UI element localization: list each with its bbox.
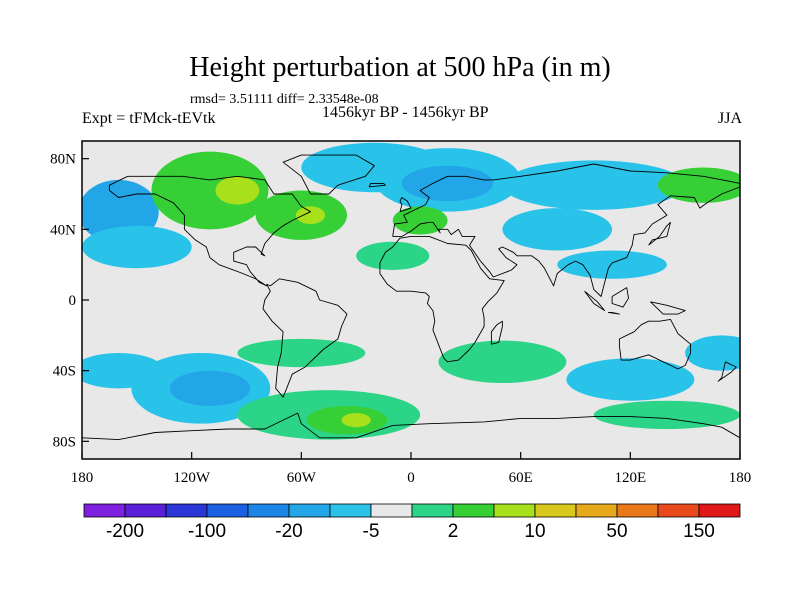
- coastlines: [82, 154, 740, 441]
- coastline: [399, 197, 412, 213]
- contour-region: [215, 176, 260, 205]
- colorbar-swatch: [452, 503, 495, 518]
- coastline: [650, 301, 686, 315]
- colorbar-swatch: [657, 503, 700, 518]
- chart-title: Height perturbation at 500 hPa (in m): [189, 52, 611, 83]
- colorbar-swatch: [206, 503, 249, 518]
- colorbar-label: 150: [683, 521, 715, 542]
- x-tick-label: 60W: [287, 470, 317, 486]
- colorbar-swatch: [575, 503, 618, 518]
- colorbar-swatch: [370, 503, 413, 518]
- contour-region: [169, 370, 251, 407]
- y-tick-label: 40N: [50, 222, 76, 238]
- contour-region: [685, 335, 740, 371]
- coastline: [607, 311, 620, 315]
- coastline: [618, 318, 692, 370]
- colorbar-swatch: [616, 503, 659, 518]
- y-tick-label: 0: [69, 293, 77, 309]
- colorbar-swatch: [124, 503, 167, 518]
- contour-region: [341, 413, 371, 428]
- colorbar-label: -20: [275, 521, 302, 542]
- colorbar-label: -200: [106, 521, 144, 542]
- contour-region: [295, 206, 326, 225]
- colorbar-swatch: [288, 503, 331, 518]
- x-tick-label: 120W: [173, 470, 211, 486]
- colorbar-swatch: [329, 503, 372, 518]
- coastline: [490, 320, 503, 345]
- coastline: [108, 175, 311, 287]
- period-label: 1456kyr BP - 1456kyr BP: [322, 104, 489, 121]
- colorbar-swatch: [534, 503, 577, 518]
- coastline: [379, 235, 505, 363]
- coastline: [262, 278, 348, 398]
- contour-region: [502, 160, 686, 210]
- contour-region: [237, 338, 366, 368]
- contour-region: [502, 208, 613, 251]
- y-tick-label: 40S: [53, 364, 76, 380]
- contour-region: [566, 358, 695, 401]
- coastline: [392, 163, 740, 237]
- contour-region: [657, 167, 740, 203]
- colorbar-label: -100: [188, 521, 226, 542]
- colorbar-label: -5: [363, 521, 380, 542]
- colorbar-label: 50: [606, 521, 627, 542]
- colorbar: -200 -100 -20 -5 2 10 50 150: [83, 503, 741, 542]
- coastline: [584, 290, 606, 312]
- colorbar-swatch: [411, 503, 454, 518]
- contour-region: [82, 225, 192, 269]
- x-tick-label: 60E: [509, 470, 533, 486]
- contour-region: [557, 250, 667, 279]
- colorbar-swatch: [83, 503, 126, 518]
- x-tick-label: 0: [407, 470, 415, 486]
- coastline: [282, 154, 375, 195]
- colorbar-label: 2: [448, 521, 459, 542]
- stats-line: rmsd= 3.51111 diff= 2.33548e-08: [190, 92, 379, 107]
- contour-fills: [82, 142, 740, 440]
- contour-region: [356, 241, 430, 270]
- experiment-label: Expt = tFMck-tEVtk: [82, 110, 216, 127]
- y-tick-label: 80N: [50, 152, 76, 168]
- colorbar-swatch: [698, 503, 741, 518]
- colorbar-label: 10: [524, 521, 545, 542]
- contour-region: [593, 400, 740, 429]
- contour-region: [151, 151, 269, 230]
- coastline: [82, 412, 740, 441]
- axes: 180 120W 60W 0 60E 120E 180 80N 40N 0 40S 80S: [50, 152, 751, 486]
- season-label: JJA: [717, 110, 742, 127]
- x-tick-label: 180: [729, 470, 752, 486]
- colorbar-swatch: [493, 503, 536, 518]
- coastline: [392, 186, 740, 297]
- coastline: [648, 221, 671, 246]
- contour-region: [401, 165, 494, 202]
- y-tick-label: 80S: [53, 434, 76, 450]
- coastline: [368, 182, 386, 188]
- coastline: [717, 361, 737, 382]
- x-tick-label: 120E: [614, 470, 646, 486]
- x-tick-label: 180: [71, 470, 94, 486]
- coastline: [611, 287, 629, 308]
- colorbar-swatch: [165, 503, 208, 518]
- contour-region: [438, 340, 567, 384]
- colorbar-swatch: [247, 503, 290, 518]
